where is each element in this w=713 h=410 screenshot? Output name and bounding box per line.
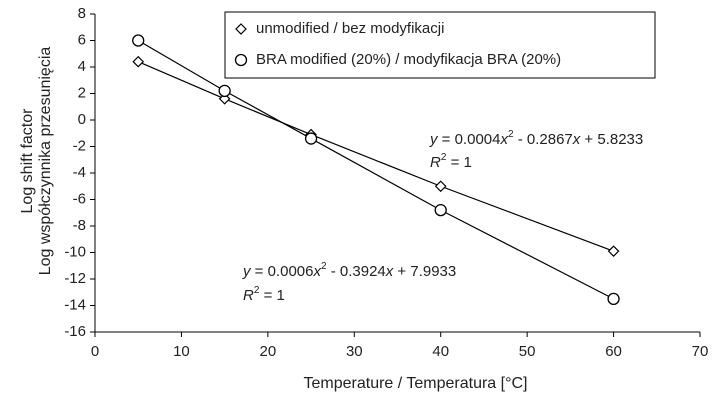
marker	[434, 180, 447, 193]
y-tick-label: 6	[78, 31, 86, 48]
equation: y = 0.0004x2 - 0.2867x + 5.8233	[429, 129, 643, 148]
x-tick-label: 50	[519, 343, 536, 360]
r-squared-part: 2	[441, 152, 447, 163]
equation: y = 0.0006x2 - 0.3924x + 7.9933	[242, 261, 456, 280]
y-tick-label: -16	[64, 323, 86, 340]
legend-label: unmodified / bez modyfikacji	[256, 20, 444, 37]
marker	[607, 292, 620, 306]
equation-part: y	[242, 263, 252, 280]
y-tick-label: -14	[64, 296, 86, 313]
x-tick-label: 30	[346, 343, 363, 360]
r-squared-part: R	[430, 154, 441, 171]
y-tick-label: -10	[64, 243, 86, 260]
y-tick-label: 4	[78, 58, 86, 75]
y-tick-label: -2	[73, 137, 86, 154]
equation-part: - 0.2867	[514, 131, 573, 148]
equation-part: y	[429, 131, 439, 148]
r-squared-part: = 1	[446, 154, 471, 171]
r-squared-part: 2	[254, 285, 260, 296]
r-squared: R2 = 1	[430, 152, 472, 171]
series-line	[137, 61, 614, 252]
x-tick-label: 10	[173, 343, 190, 360]
marker	[304, 132, 318, 145]
y-tick-label: -12	[64, 270, 86, 287]
marker	[434, 203, 447, 217]
equation-part: = 0.0004	[438, 131, 501, 148]
marker	[132, 55, 145, 68]
r-squared: R2 = 1	[243, 285, 285, 304]
equation-part: - 0.3924	[327, 263, 386, 280]
equation-part: x	[312, 263, 321, 280]
equation-part: x	[385, 263, 394, 280]
series-line	[137, 39, 614, 300]
equation-part: x	[499, 131, 508, 148]
x-axis-label: Temperature / Temperatura [°C]	[304, 375, 528, 392]
marker	[132, 34, 145, 47]
equation-part: 2	[321, 261, 327, 272]
y-axis-label: Log współczynnika przesunięcia	[37, 47, 54, 276]
marker	[218, 84, 231, 97]
equation-part: x	[572, 131, 581, 148]
y-tick-label: 8	[78, 5, 86, 22]
legend-box	[224, 11, 656, 79]
equation-part: + 5.8233	[580, 131, 643, 148]
x-tick-label: 20	[260, 343, 277, 360]
marker	[607, 245, 620, 258]
y-axis-label: Log shift factor	[19, 108, 36, 214]
equation-part: + 7.9933	[393, 263, 456, 280]
x-tick-label: 0	[91, 343, 99, 360]
y-tick-label: -6	[73, 190, 86, 207]
y-tick-label: -8	[73, 217, 86, 234]
y-tick-label: 2	[78, 84, 86, 101]
legend-label: BRA modified (20%) / modyfikacja BRA (20…	[256, 51, 561, 68]
marker	[235, 23, 247, 35]
y-tick-label: -4	[73, 164, 86, 181]
equation-part: 2	[508, 129, 514, 140]
marker	[234, 53, 248, 67]
equation-part: = 0.0006	[251, 263, 314, 280]
x-tick-label: 70	[692, 343, 709, 360]
y-tick-label: 0	[78, 111, 86, 128]
r-squared-part: = 1	[259, 287, 284, 304]
x-tick-label: 60	[605, 343, 622, 360]
x-tick-label: 40	[432, 343, 449, 360]
r-squared-part: R	[243, 287, 254, 304]
